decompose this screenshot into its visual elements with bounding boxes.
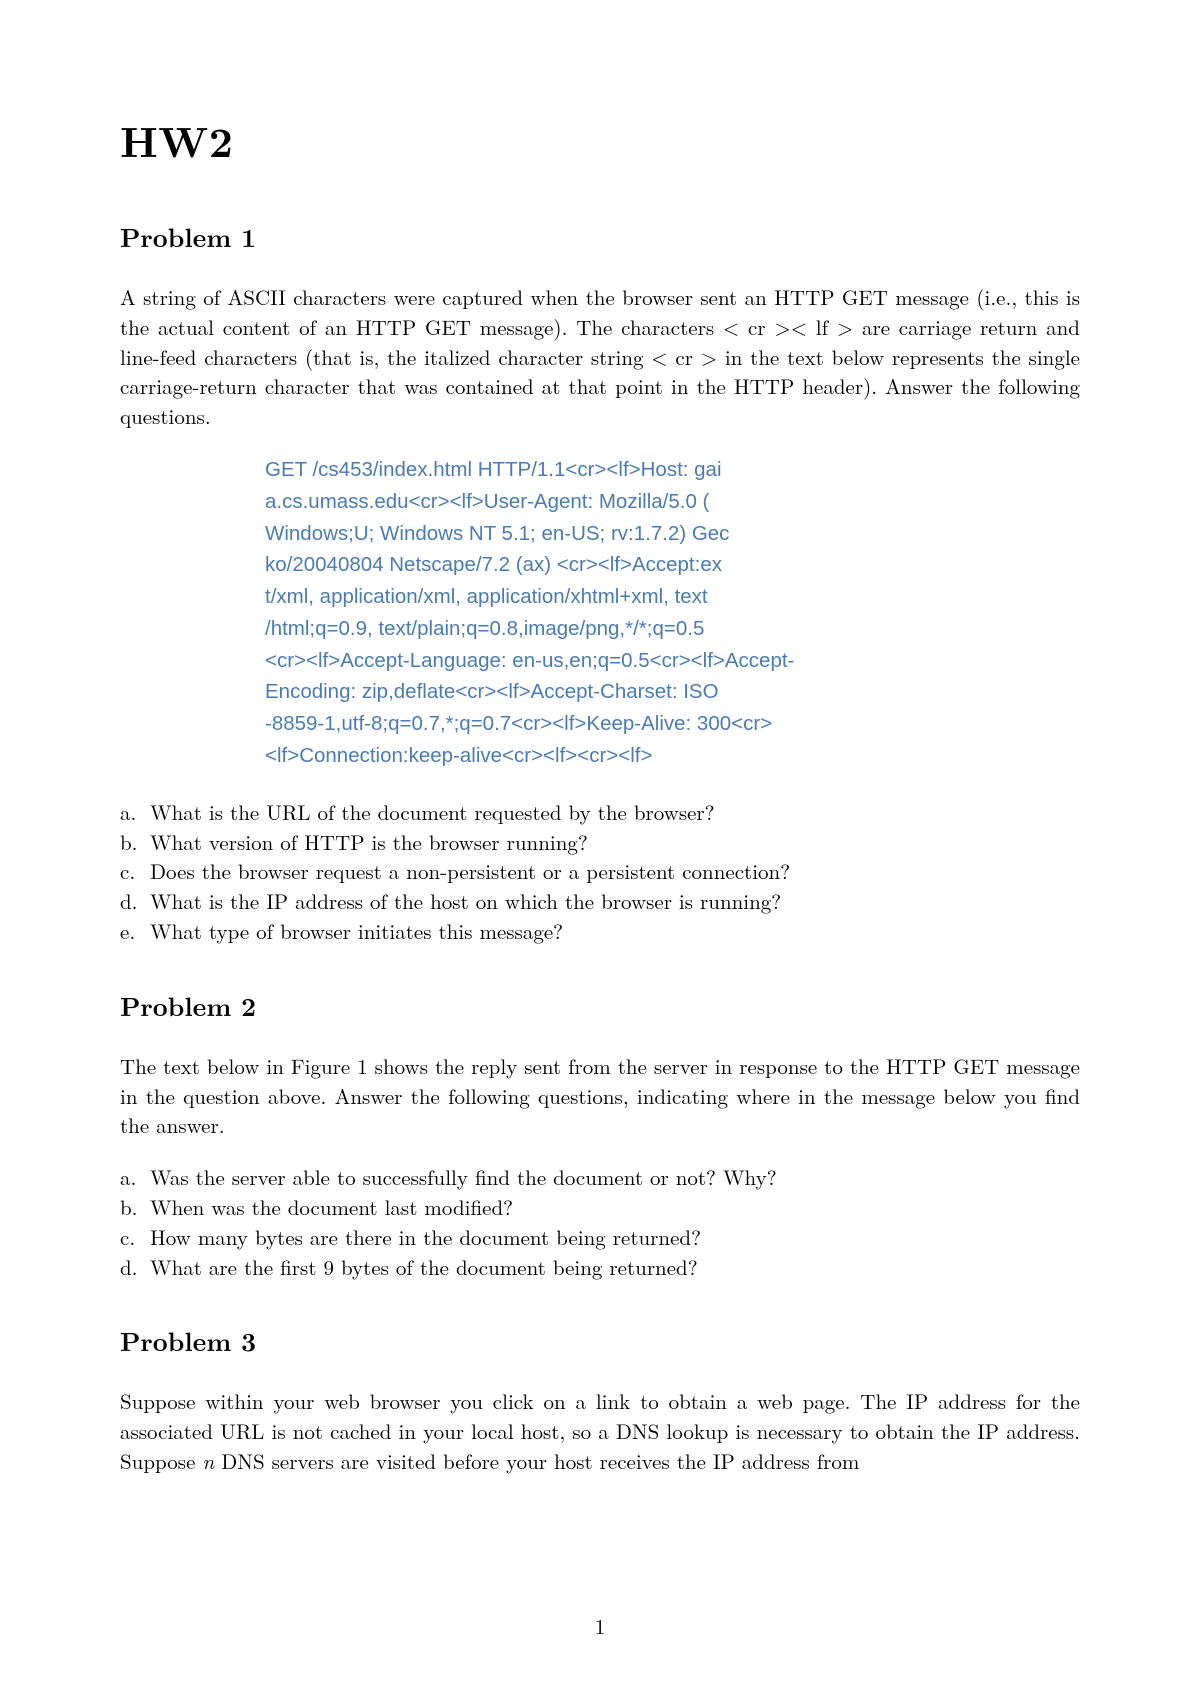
http-line: -8859-1,utf-8;q=0.7,*;q=0.7<cr><lf>Keep-…: [265, 708, 935, 740]
item-text: When was the document last modified?: [150, 1193, 513, 1223]
page-title: HW2: [120, 110, 1080, 170]
problem-2-section: Problem 2 The text below in Figure 1 sho…: [120, 987, 1080, 1283]
item-text: What is the URL of the document requeste…: [150, 798, 715, 828]
list-item: b.What version of HTTP is the browser ru…: [120, 828, 1080, 858]
item-text: What are the first 9 bytes of the docume…: [150, 1253, 698, 1283]
item-marker: a.: [120, 798, 150, 828]
http-line: ko/20040804 Netscape/7.2 (ax) <cr><lf>Ac…: [265, 549, 935, 581]
problem-1-subitems: a.What is the URL of the document reques…: [120, 798, 1080, 947]
http-get-block: GET /cs453/index.html HTTP/1.1<cr><lf>Ho…: [265, 454, 935, 772]
problem-2-heading: Problem 2: [120, 987, 1080, 1024]
page-number: 1: [0, 1611, 1200, 1641]
item-text: What is the IP address of the host on wh…: [150, 887, 781, 917]
problem-1-heading: Problem 1: [120, 218, 1080, 255]
http-line: t/xml, application/xml, application/xhtm…: [265, 581, 935, 613]
item-marker: c.: [120, 1223, 150, 1253]
http-line: GET /cs453/index.html HTTP/1.1<cr><lf>Ho…: [265, 454, 935, 486]
http-line: Encoding: zip,deflate<cr><lf>Accept-Char…: [265, 676, 935, 708]
list-item: d.What is the IP address of the host on …: [120, 887, 1080, 917]
problem-2-subitems: a.Was the server able to successfully fi…: [120, 1163, 1080, 1282]
problem-3-text-run: Suppose within your web browser you clic…: [120, 1386, 1080, 1476]
item-marker: b.: [120, 828, 150, 858]
http-line: Windows;U; Windows NT 5.1; en-US; rv:1.7…: [265, 518, 935, 550]
document-page: HW2 Problem 1 A string of ASCII characte…: [0, 0, 1200, 1697]
problem-1-section: Problem 1 A string of ASCII characters w…: [120, 218, 1080, 947]
problem-2-paragraph: The text below in Figure 1 shows the rep…: [120, 1052, 1080, 1141]
http-line: <cr><lf>Accept-Language: en-us,en;q=0.5<…: [265, 645, 935, 677]
problem-1-paragraph: A string of ASCII characters were captur…: [120, 283, 1080, 432]
list-item: c.How many bytes are there in the docume…: [120, 1223, 1080, 1253]
list-item: a.What is the URL of the document reques…: [120, 798, 1080, 828]
http-line: <lf>Connection:keep-alive<cr><lf><cr><lf…: [265, 740, 935, 772]
item-marker: d.: [120, 887, 150, 917]
problem-3-paragraph: Suppose within your web browser you clic…: [120, 1387, 1080, 1476]
list-item: a.Was the server able to successfully fi…: [120, 1163, 1080, 1193]
item-text: Does the browser request a non-persisten…: [150, 857, 790, 887]
item-marker: b.: [120, 1193, 150, 1223]
item-text: How many bytes are there in the document…: [150, 1223, 701, 1253]
list-item: c.Does the browser request a non-persist…: [120, 857, 1080, 887]
item-marker: e.: [120, 917, 150, 947]
item-marker: a.: [120, 1163, 150, 1193]
list-item: b.When was the document last modified?: [120, 1193, 1080, 1223]
item-marker: d.: [120, 1253, 150, 1283]
item-marker: c.: [120, 857, 150, 887]
item-text: Was the server able to successfully find…: [150, 1163, 777, 1193]
http-line: /html;q=0.9, text/plain;q=0.8,image/png,…: [265, 613, 935, 645]
http-line: a.cs.umass.edu<cr><lf>User-Agent: Mozill…: [265, 486, 935, 518]
item-text: What version of HTTP is the browser runn…: [150, 828, 588, 858]
item-text: What type of browser initiates this mess…: [150, 917, 563, 947]
list-item: d.What are the first 9 bytes of the docu…: [120, 1253, 1080, 1283]
problem-3-section: Problem 3 Suppose within your web browse…: [120, 1322, 1080, 1476]
problem-3-heading: Problem 3: [120, 1322, 1080, 1359]
list-item: e.What type of browser initiates this me…: [120, 917, 1080, 947]
